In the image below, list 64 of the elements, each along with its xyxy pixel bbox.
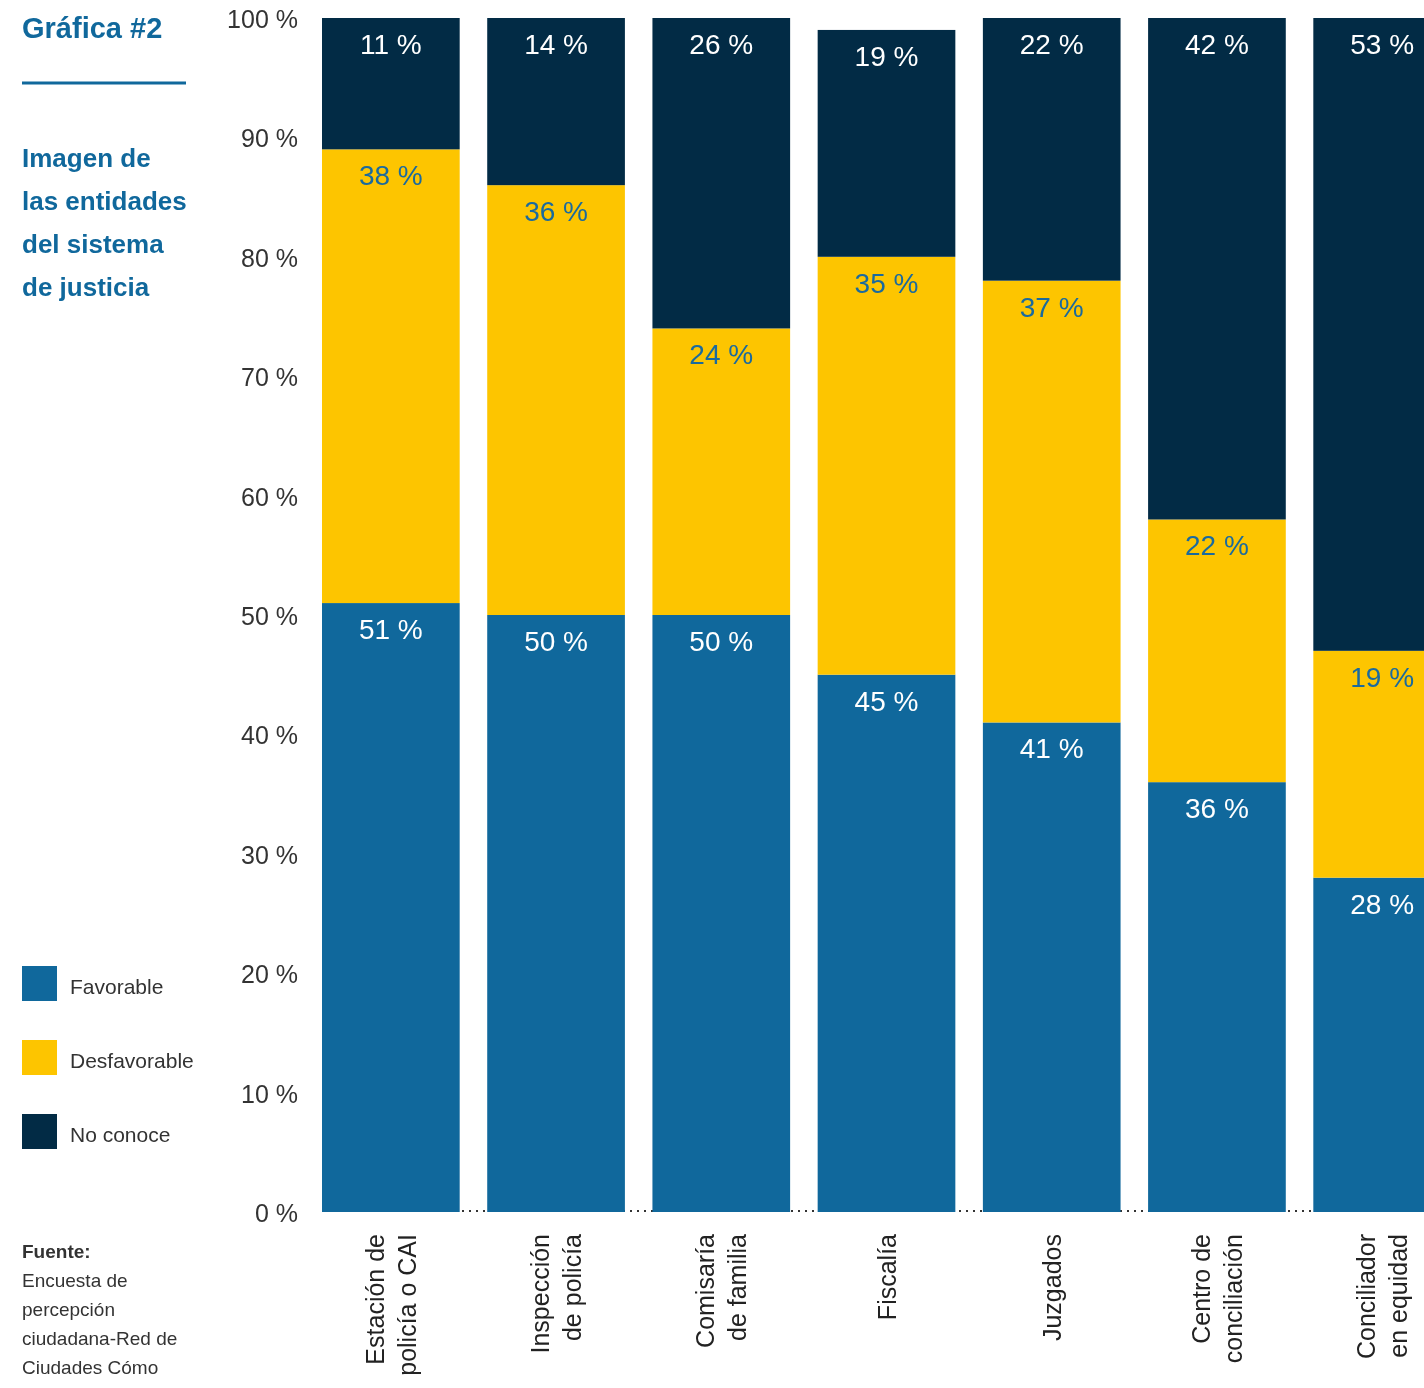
text: Encuesta de percepción ciudadana-Red de Ciudades Cómo (22, 1270, 178, 1378)
data-label: 45 % (854, 685, 919, 717)
bar (817, 674, 956, 1212)
y-tick-label: 30 % (241, 840, 298, 869)
chart-title: Gráfica #2 (22, 12, 163, 44)
y-tick-label: 70 % (241, 363, 298, 392)
data-label: 11 % (359, 29, 422, 60)
data-label: 36 % (1185, 793, 1249, 825)
y-tick-label: 100 % (227, 5, 298, 33)
data-label: 42 % (1185, 29, 1249, 60)
data-label: 41 % (1019, 733, 1084, 765)
y-tick-label: 80 % (241, 243, 298, 272)
y-tick-label: 0 % (254, 1199, 298, 1227)
x-tick-label: Fiscalía (872, 1233, 901, 1321)
data-label: 53 % (1350, 29, 1415, 60)
text: Imagen de las entidades del sistema de justicia (22, 143, 187, 302)
y-tick-label: 50 % (241, 602, 298, 630)
y-tick-label: 20 % (241, 960, 298, 989)
data-label: 28 % (1350, 888, 1415, 920)
bar (487, 185, 625, 615)
legend-label: Favorable (70, 975, 164, 998)
y-tick-label: 60 % (241, 482, 298, 511)
bar (322, 18, 460, 150)
bar (487, 18, 625, 186)
data-label: 24 % (689, 339, 754, 371)
bar (1148, 782, 1286, 1212)
bar (1148, 18, 1286, 520)
data-label: 26 % (689, 29, 754, 60)
data-label: 36 % (524, 196, 588, 228)
x-tick-label: Conciliador en equidad (1352, 1234, 1413, 1360)
bar (652, 18, 791, 329)
y-tick-label: 40 % (241, 721, 298, 750)
bar (1148, 519, 1286, 783)
bar (322, 149, 460, 604)
bar (982, 280, 1121, 723)
data-label: 14 % (524, 29, 588, 60)
data-label: 19 % (854, 40, 919, 72)
bar (982, 722, 1121, 1212)
data-label: 38 % (358, 160, 423, 192)
source-note: Fuente: (22, 1241, 91, 1262)
bar (652, 615, 791, 1212)
y-tick-label: 90 % (241, 124, 298, 153)
bar (817, 29, 956, 257)
y-tick-label: 10 % (241, 1079, 298, 1108)
data-label: 35 % (854, 267, 919, 299)
legend-label: No conoce (70, 1123, 171, 1146)
bar (982, 18, 1121, 281)
x-tick-label: Estación de policía o CAI (360, 1234, 421, 1376)
x-tick-label: Inspección de policía (526, 1233, 587, 1354)
data-label: 51 % (358, 614, 423, 646)
x-tick-label: Comisaría de familia (691, 1233, 752, 1348)
bar (652, 328, 791, 615)
bar (817, 256, 956, 675)
data-label: 50 % (524, 626, 588, 657)
data-label: 50 % (689, 626, 754, 657)
data-label: 22 % (1185, 530, 1249, 562)
data-label: 19 % (1350, 661, 1415, 693)
bar (322, 603, 460, 1212)
x-tick-label: Juzgados (1037, 1234, 1066, 1342)
data-label: 22 % (1019, 29, 1084, 60)
x-tick-label: Centro de conciliación (1186, 1234, 1247, 1364)
legend-label: Desfavorable (70, 1049, 194, 1072)
data-label: 37 % (1019, 291, 1084, 323)
bar (487, 615, 625, 1212)
